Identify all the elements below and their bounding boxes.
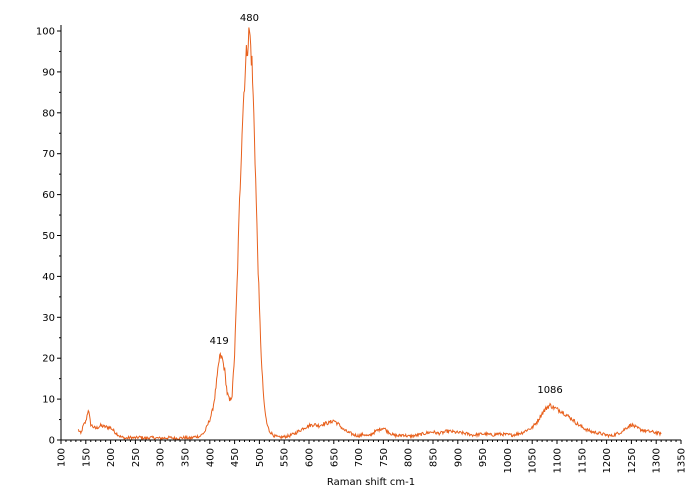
x-tick-label: 300 (156, 448, 167, 467)
y-tick-label: 100 (36, 27, 55, 38)
x-tick-label: 150 (81, 448, 92, 467)
y-tick-label: 90 (42, 67, 55, 78)
x-tick-label: 350 (181, 448, 192, 467)
y-tick-label: 70 (42, 149, 55, 160)
peak-label: 1086 (537, 385, 562, 396)
peak-label: 419 (210, 336, 229, 347)
y-tick-label: 60 (42, 190, 55, 201)
x-tick-label: 850 (429, 448, 440, 467)
y-tick-label: 80 (42, 108, 55, 119)
x-tick-label: 1050 (528, 448, 539, 473)
peak-annotations: 480 419 1086 (210, 13, 563, 396)
x-ticks: 100 150 200 250 300 350 400 450 500 550 600 650 700 7… (57, 440, 688, 473)
x-tick-label: 800 (404, 448, 415, 467)
x-tick-label: 1000 (503, 448, 514, 473)
x-tick-label: 600 (305, 448, 316, 467)
x-tick-label: 900 (453, 448, 464, 467)
x-tick-label: 650 (329, 448, 340, 467)
y-ticks: 0 10 20 30 40 50 60 70 80 90 100 (36, 27, 61, 447)
x-tick-label: 1200 (602, 448, 613, 473)
y-tick-label: 20 (42, 354, 55, 365)
plot-area (77, 27, 662, 441)
peak-label: 480 (240, 13, 259, 24)
y-tick-label: 50 (42, 231, 55, 242)
x-tick-label: 1150 (577, 448, 588, 473)
x-tick-label: 1300 (652, 448, 663, 473)
x-tick-label: 950 (478, 448, 489, 467)
x-axis-label: Raman shift cm-1 (327, 477, 415, 488)
y-tick-label: 40 (42, 272, 55, 283)
y-tick-label: 0 (49, 436, 55, 447)
x-tick-label: 700 (354, 448, 365, 467)
x-tick-label: 250 (131, 448, 142, 467)
x-tick-label: 1250 (627, 448, 638, 473)
spectrum-series-line (77, 27, 662, 441)
y-tick-label: 10 (42, 395, 55, 406)
x-tick-label: 550 (280, 448, 291, 467)
x-tick-label: 1350 (677, 448, 688, 473)
x-tick-label: 450 (230, 448, 241, 467)
x-tick-label: 100 (57, 448, 68, 467)
x-tick-label: 750 (379, 448, 390, 467)
y-tick-label: 30 (42, 313, 55, 324)
x-tick-label: 200 (106, 448, 117, 467)
x-tick-label: 500 (255, 448, 266, 467)
x-tick-label: 400 (205, 448, 216, 467)
x-tick-label: 1100 (553, 448, 564, 473)
